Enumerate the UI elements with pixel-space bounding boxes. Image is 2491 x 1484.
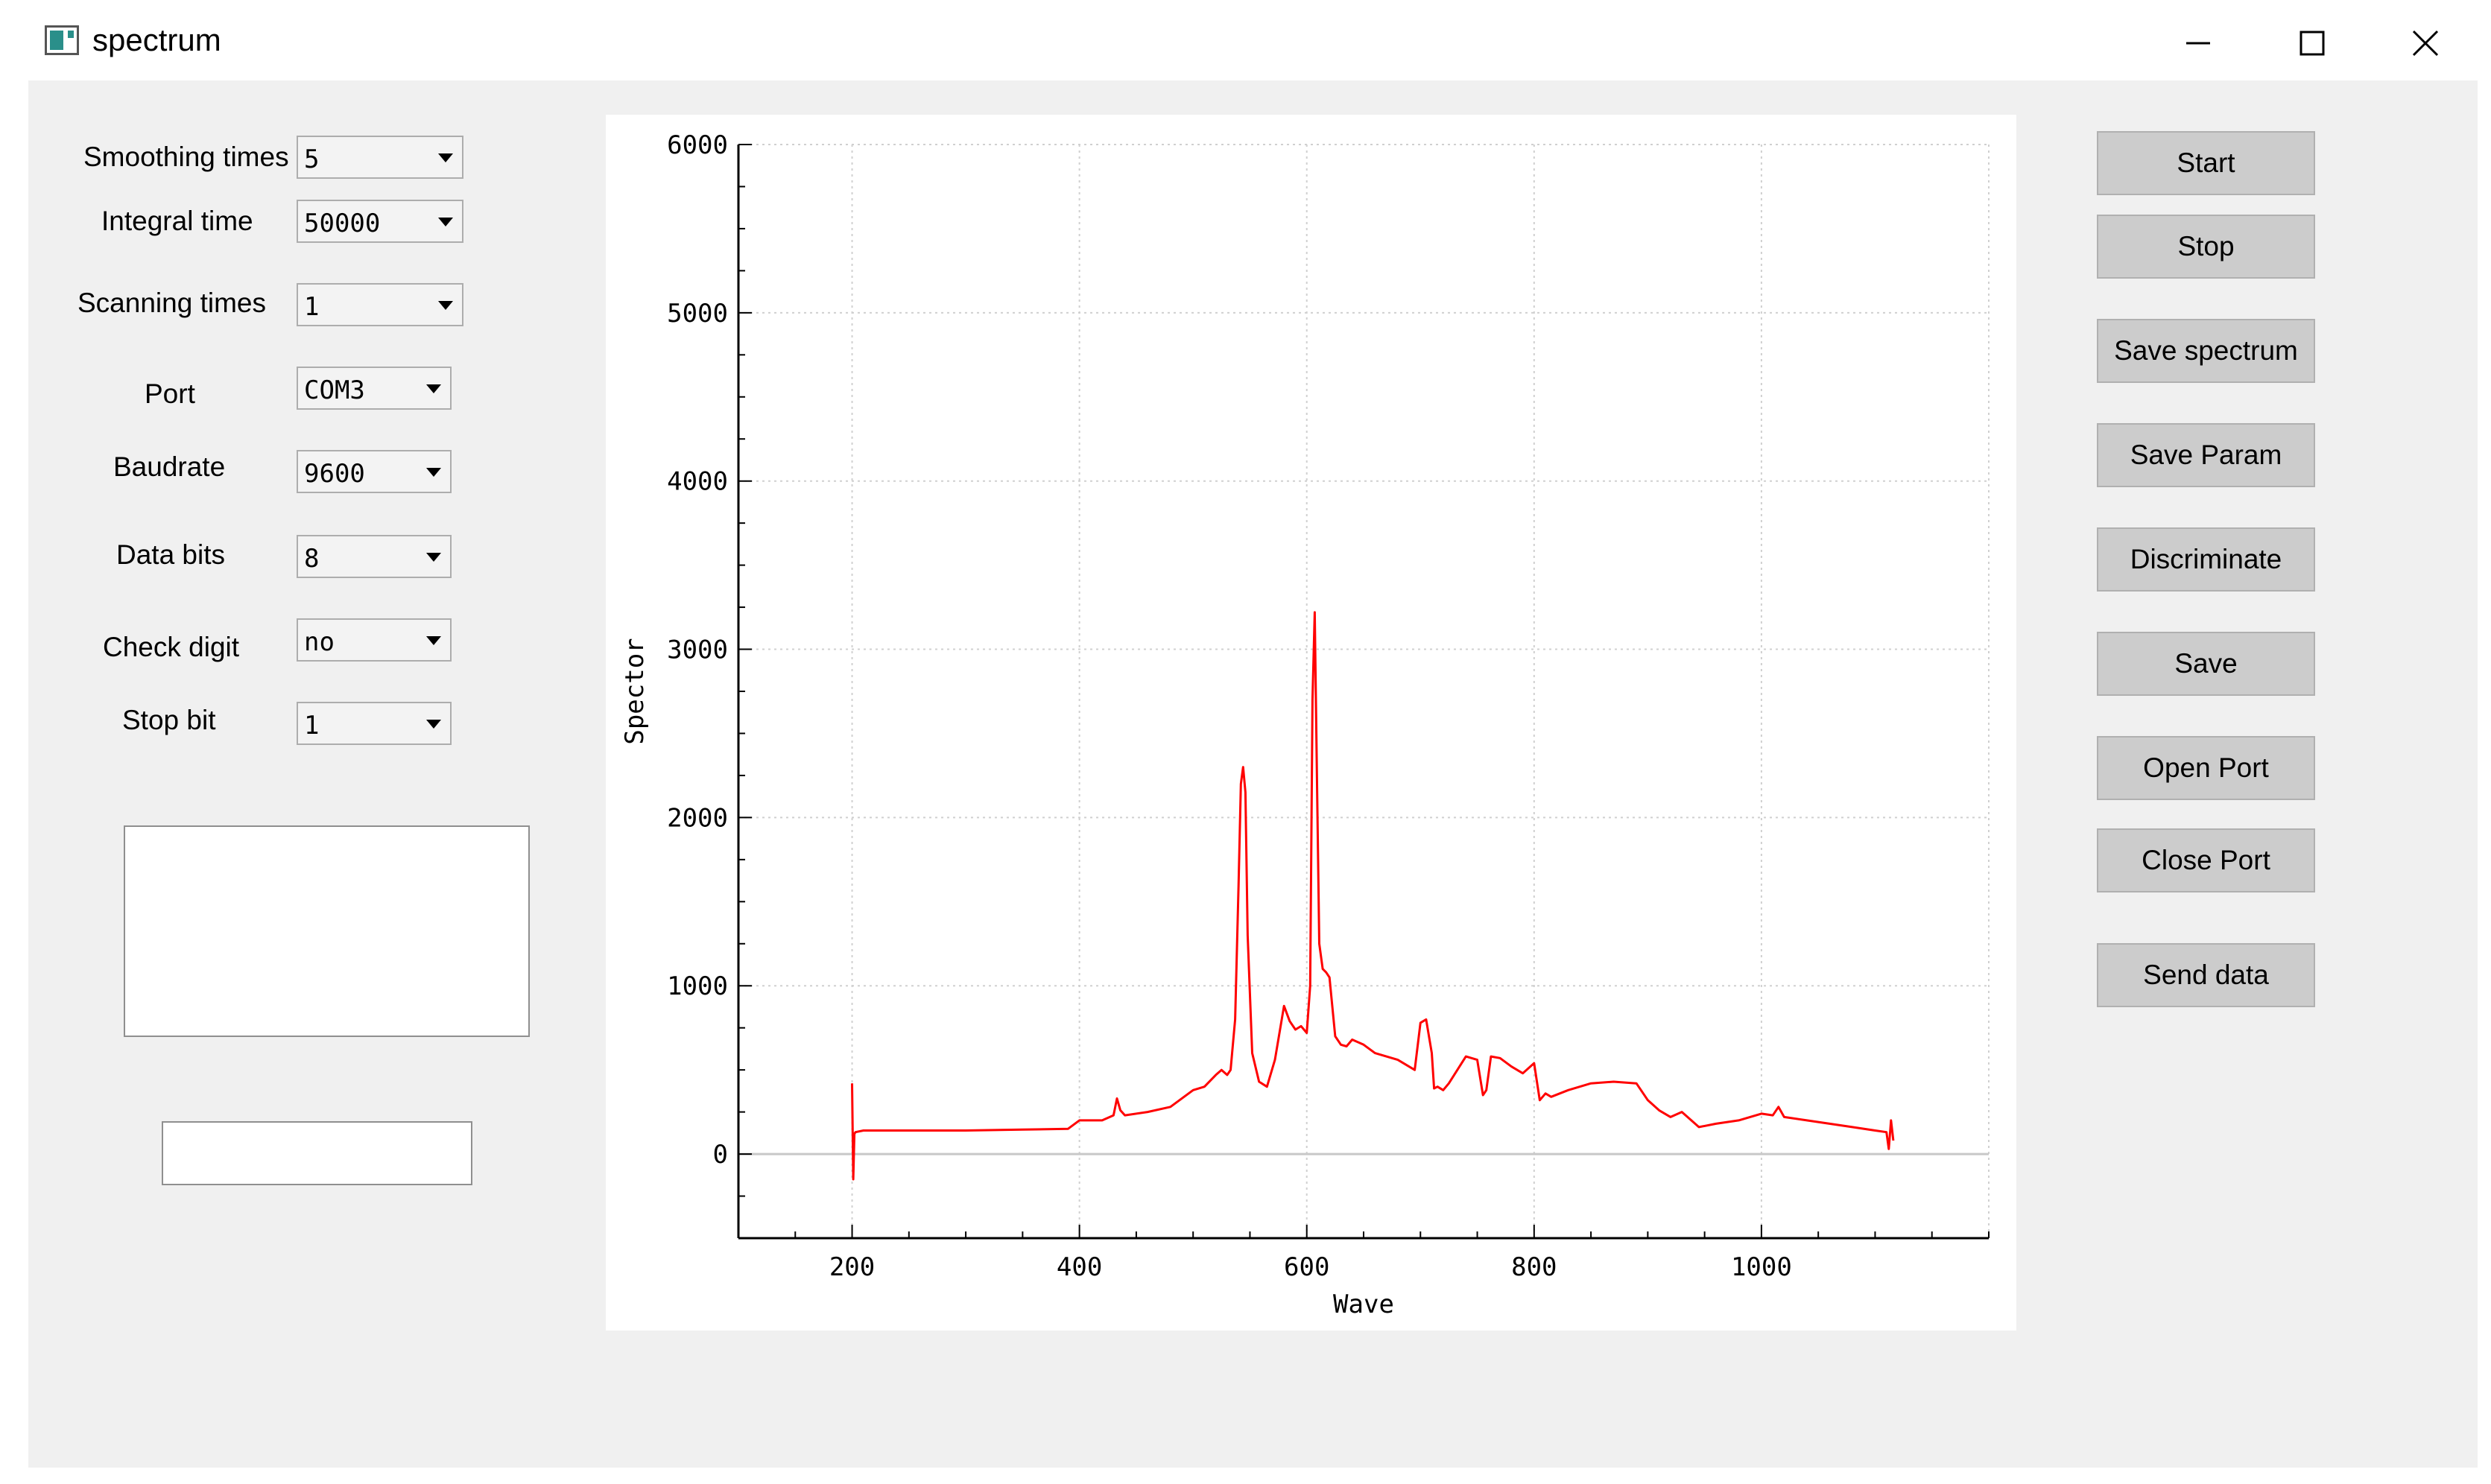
y-tick-label: 0 [713, 1140, 728, 1170]
chevron-down-icon [438, 218, 453, 226]
discriminate-button[interactable]: Discriminate [2097, 527, 2315, 592]
integral-time-label: Integral time [101, 206, 253, 236]
param-row-databits: Data bits [49, 532, 288, 580]
chart-grid [738, 144, 1990, 1238]
chevron-down-icon [426, 553, 441, 562]
output-text-area[interactable] [124, 825, 530, 1037]
chevron-down-icon [438, 153, 453, 162]
maximize-icon [2299, 31, 2325, 56]
y-tick-label: 1000 [667, 971, 728, 1001]
x-tick-label: 600 [1284, 1252, 1329, 1282]
baudrate-combo[interactable]: 9600 [297, 450, 452, 493]
data-bits-value: 8 [304, 544, 320, 574]
spectrum-chart: 200 400 600 800 1000 0 1000 2000 3000 4000 5000 600… [620, 130, 1990, 1319]
send-data-button[interactable]: Send data [2097, 943, 2315, 1007]
chart-ticks: 200 400 600 800 1000 0 1000 2000 3000 4000 5000 600… [667, 130, 1990, 1282]
x-tick-label: 200 [829, 1252, 875, 1282]
app-icon [45, 25, 79, 55]
check-digit-value: no [304, 627, 335, 657]
title-bar: spectrum [0, 0, 2491, 80]
param-row-smoothing: Smoothing times [49, 134, 289, 182]
window-title: spectrum [92, 22, 221, 57]
check-digit-label: Check digit [103, 632, 240, 662]
scanning-times-label: Scanning times [77, 288, 266, 318]
param-row-checkdigit: Check digit [49, 624, 288, 672]
baudrate-value: 9600 [304, 459, 365, 489]
x-tick-label: 800 [1511, 1252, 1557, 1282]
minimize-button[interactable] [2165, 13, 2232, 73]
chevron-down-icon [426, 384, 441, 393]
close-button[interactable] [2392, 13, 2459, 73]
start-button[interactable]: Start [2097, 131, 2315, 195]
stop-button[interactable]: Stop [2097, 215, 2315, 279]
x-tick-label: 1000 [1731, 1252, 1792, 1282]
close-port-button[interactable]: Close Port [2097, 828, 2315, 892]
open-port-button[interactable]: Open Port [2097, 736, 2315, 800]
scanning-times-value: 1 [304, 292, 320, 322]
param-row-baudrate: Baudrate [49, 444, 288, 492]
smoothing-times-label: Smoothing times [83, 142, 289, 172]
save-param-button[interactable]: Save Param [2097, 423, 2315, 487]
chevron-down-icon [426, 636, 441, 645]
save-spectrum-button[interactable]: Save spectrum [2097, 319, 2315, 383]
spectrum-chart-panel: 200 400 600 800 1000 0 1000 2000 3000 4000 5000 600… [606, 115, 2016, 1331]
x-axis-label: Wave [1333, 1290, 1394, 1319]
input-text-field[interactable] [162, 1121, 472, 1185]
maximize-button[interactable] [2279, 13, 2346, 73]
y-tick-label: 6000 [667, 130, 728, 160]
stop-bit-label: Stop bit [122, 705, 216, 735]
y-axis-label: Spector [620, 638, 650, 744]
smoothing-times-combo[interactable]: 5 [297, 136, 463, 179]
param-row-port: Port [49, 371, 288, 419]
smoothing-times-value: 5 [304, 145, 320, 174]
y-tick-label: 5000 [667, 299, 728, 329]
x-tick-label: 400 [1057, 1252, 1102, 1282]
data-bits-label: Data bits [116, 539, 226, 570]
port-label: Port [145, 378, 195, 409]
check-digit-combo[interactable]: no [297, 618, 452, 662]
y-tick-label: 3000 [667, 635, 728, 665]
chevron-down-icon [426, 720, 441, 729]
chevron-down-icon [426, 468, 441, 477]
y-tick-label: 2000 [667, 803, 728, 833]
spectrum-series-line [851, 611, 1895, 1181]
data-bits-combo[interactable]: 8 [297, 535, 452, 578]
port-value: COM3 [304, 375, 365, 405]
minimize-icon [2186, 42, 2210, 45]
chart-axes [737, 145, 1989, 1240]
integral-time-value: 50000 [304, 209, 381, 238]
scanning-times-combo[interactable]: 1 [297, 283, 463, 326]
port-combo[interactable]: COM3 [297, 367, 452, 410]
baudrate-label: Baudrate [113, 451, 226, 482]
y-tick-label: 4000 [667, 467, 728, 497]
param-row-scanning: Scanning times [49, 280, 288, 328]
stop-bit-combo[interactable]: 1 [297, 702, 452, 745]
param-row-stopbit: Stop bit [49, 697, 288, 745]
close-icon [2412, 30, 2439, 57]
param-row-integral: Integral time [49, 198, 288, 246]
integral-time-combo[interactable]: 50000 [297, 200, 463, 243]
chevron-down-icon [438, 301, 453, 310]
save-button[interactable]: Save [2097, 632, 2315, 696]
stop-bit-value: 1 [304, 711, 320, 741]
